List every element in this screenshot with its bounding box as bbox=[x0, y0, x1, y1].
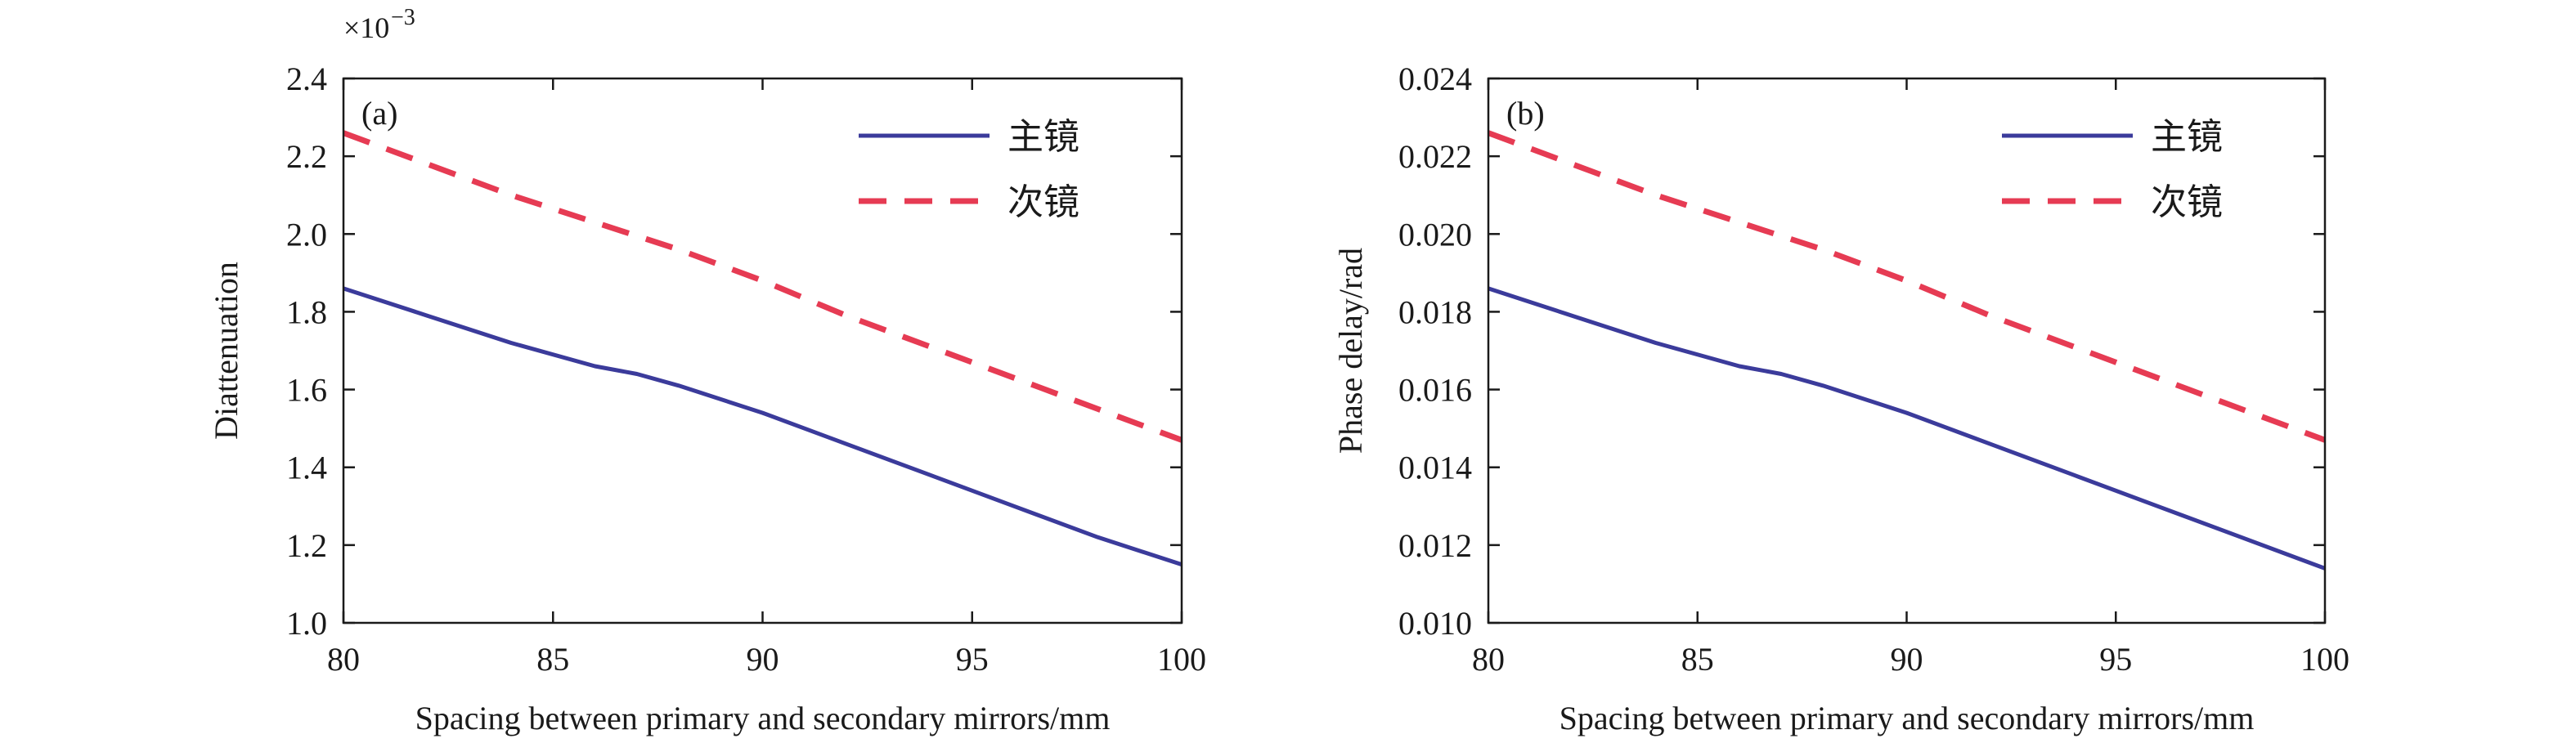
panel-label: (b) bbox=[1506, 95, 1545, 132]
y-tick-label: 0.018 bbox=[1398, 293, 1472, 330]
series-line-primary bbox=[1488, 286, 2325, 571]
legend-label-primary: 主镜 bbox=[2151, 116, 2223, 158]
y-tick-label: 0.016 bbox=[1398, 372, 1472, 409]
x-axis-title: Spacing between primary and secondary mi… bbox=[415, 700, 1111, 736]
y-multiplier: ×10 bbox=[343, 11, 389, 44]
y-tick-label: 2.4 bbox=[286, 60, 327, 97]
y-tick-label: 0.010 bbox=[1398, 605, 1472, 642]
x-tick-label: 100 bbox=[1157, 641, 1206, 678]
y-axis-title: Phase delay/rad bbox=[1332, 248, 1369, 454]
panel-b: 80 85 90 95 100 0.010 0.012 0.014 0.016 0.018 0.02… bbox=[1332, 60, 2349, 736]
legend-label-secondary: 次镜 bbox=[1008, 181, 1079, 223]
y-tick-label: 0.014 bbox=[1398, 450, 1472, 486]
plot-frame bbox=[1487, 77, 2327, 624]
x-tick-label: 90 bbox=[747, 641, 779, 678]
x-tick-label: 95 bbox=[956, 641, 989, 678]
y-tick-label: 1.0 bbox=[286, 605, 327, 642]
series-line-primary bbox=[343, 286, 1182, 566]
panel-label: (a) bbox=[361, 95, 397, 132]
legend-label-primary: 主镜 bbox=[1008, 116, 1079, 158]
legend-label-secondary: 次镜 bbox=[2151, 181, 2223, 223]
y-tick-label: 1.4 bbox=[286, 450, 327, 486]
y-tick-label: 0.020 bbox=[1398, 216, 1472, 253]
x-tick-label: 95 bbox=[2099, 641, 2132, 678]
series-line-secondary bbox=[343, 130, 1182, 443]
x-tick-label: 90 bbox=[1891, 641, 1923, 678]
y-tick-label: 0.022 bbox=[1398, 138, 1472, 175]
x-tick-label: 85 bbox=[536, 641, 569, 678]
x-tick-label: 100 bbox=[2300, 641, 2349, 678]
x-tick-label: 85 bbox=[1681, 641, 1714, 678]
plot-frame bbox=[342, 77, 1183, 624]
y-multiplier-exponent: −3 bbox=[391, 5, 415, 30]
y-tick-label: 1.8 bbox=[286, 293, 327, 330]
y-tick-label: 1.2 bbox=[286, 527, 327, 564]
y-tick-label: 1.6 bbox=[286, 372, 327, 409]
y-tick-label: 2.2 bbox=[286, 138, 327, 175]
x-tick-label: 80 bbox=[327, 641, 360, 678]
panel-a: 80 85 90 95 100 1.0 1.2 1.4 1.6 1.8 2.0 2.2 2.4 Spaci… bbox=[208, 5, 1206, 736]
y-tick-label: 0.024 bbox=[1398, 60, 1472, 97]
x-axis-title: Spacing between primary and secondary mi… bbox=[1560, 700, 2255, 736]
x-tick-label: 80 bbox=[1472, 641, 1505, 678]
series-line-secondary bbox=[1488, 130, 2325, 443]
y-axis-title: Diattenuation bbox=[208, 262, 245, 440]
y-tick-label: 2.0 bbox=[286, 216, 327, 253]
y-tick-label: 0.012 bbox=[1398, 527, 1472, 564]
